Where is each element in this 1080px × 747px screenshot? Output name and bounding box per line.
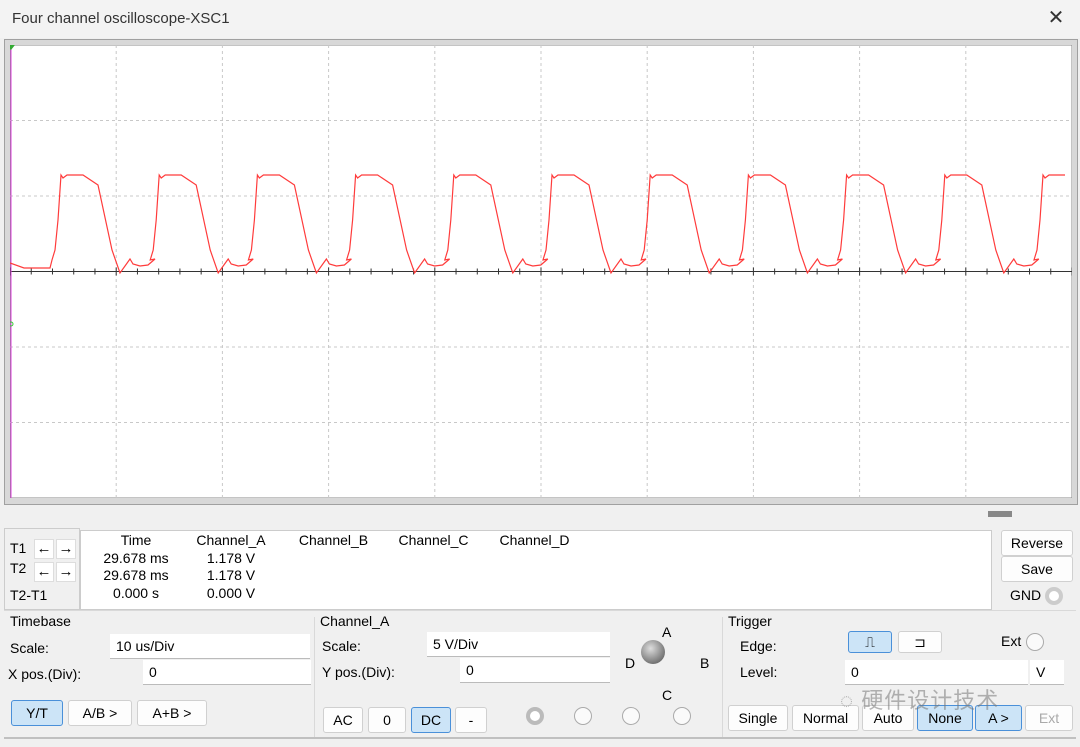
- trigger-auto-button[interactable]: Auto: [862, 705, 914, 731]
- trigger-source-a-button[interactable]: A >: [975, 705, 1022, 731]
- close-icon[interactable]: ✕: [1047, 7, 1065, 29]
- t1-right-arrow-icon[interactable]: →: [56, 539, 76, 559]
- level-unit: V: [1030, 660, 1064, 685]
- knob-label-d: D: [625, 655, 636, 671]
- diff-channel-a: 0.000 V: [206, 584, 256, 601]
- ext-trigger-label: Ext: [1001, 633, 1022, 649]
- channel-c-terminal[interactable]: [622, 707, 640, 725]
- scope-screen[interactable]: [10, 45, 1072, 498]
- header-channel-b: Channel_B: [298, 532, 369, 548]
- reverse-button[interactable]: Reverse: [1001, 530, 1073, 556]
- t1-left-arrow-icon[interactable]: ←: [34, 539, 54, 559]
- t1-time: 29.678 ms: [103, 549, 169, 566]
- cursor-marker-icon: [10, 45, 15, 50]
- gnd-terminal[interactable]: [1045, 587, 1063, 605]
- readout-channel-a-column: Channel_A 1.178 V 1.178 V 0.000 V: [191, 532, 271, 602]
- measurement-readout: Time 29.678 ms 29.678 ms 0.000 s Channel…: [80, 530, 992, 610]
- watermark: ◌ 硬件设计技术: [840, 688, 1000, 713]
- falling-edge-icon[interactable]: ⊐: [898, 631, 942, 653]
- timebase-scale-field[interactable]: 10 us/Div: [110, 634, 310, 659]
- header-time: Time: [120, 532, 152, 548]
- coupling-ac-button[interactable]: AC: [323, 707, 363, 733]
- save-button[interactable]: Save: [1001, 556, 1073, 582]
- title-bar: Four channel oscilloscope-XSC1 ✕: [0, 0, 1080, 38]
- t2-time: 29.678 ms: [103, 567, 169, 583]
- edge-label: Edge:: [740, 638, 777, 654]
- horizontal-scrollbar-thumb[interactable]: [988, 511, 1012, 517]
- y-pos-label: Y pos.(Div):: [322, 664, 395, 680]
- trigger-title: Trigger: [728, 613, 772, 629]
- mode-yt-button[interactable]: Y/T: [11, 700, 63, 726]
- x-pos-label: X pos.(Div):: [8, 666, 82, 682]
- channel-b-terminal[interactable]: [574, 707, 592, 725]
- channel-title: Channel_A: [320, 613, 390, 629]
- readout-time-column: Time 29.678 ms 29.678 ms 0.000 s: [91, 532, 181, 602]
- trigger-ext-button[interactable]: Ext: [1025, 705, 1073, 731]
- t1-label: T1: [10, 540, 27, 556]
- coupling-dc-button[interactable]: DC: [411, 707, 451, 733]
- t2-left-arrow-icon[interactable]: ←: [34, 562, 54, 582]
- knob-label-a: A: [662, 624, 672, 640]
- channel-a-terminal[interactable]: [526, 707, 544, 725]
- channel-scale-label: Scale:: [322, 638, 361, 654]
- window-title: Four channel oscilloscope-XSC1: [12, 10, 230, 27]
- x-pos-field[interactable]: 0: [143, 660, 311, 685]
- t2-t1-label: T2-T1: [10, 587, 48, 603]
- trigger-normal-button[interactable]: Normal: [792, 705, 859, 731]
- channel-scale-field[interactable]: 5 V/Div: [427, 632, 610, 657]
- t2-channel-a: 1.178 V: [206, 567, 256, 583]
- timebase-scale-label: Scale:: [10, 640, 49, 656]
- coupling-minus-button[interactable]: -: [455, 707, 487, 733]
- channel-a-trace: [10, 173, 1065, 275]
- t2-label: T2: [10, 560, 27, 576]
- knob-label-c: C: [662, 687, 673, 703]
- level-field[interactable]: 0: [845, 660, 1028, 685]
- mode-a-plus-b-button[interactable]: A+B >: [137, 700, 207, 726]
- header-channel-d: Channel_D: [499, 532, 570, 548]
- channel-d-terminal[interactable]: [673, 707, 691, 725]
- header-channel-c: Channel_C: [398, 532, 469, 548]
- trigger-single-button[interactable]: Single: [728, 705, 788, 731]
- gnd-label: GND: [1010, 587, 1042, 603]
- timebase-title: Timebase: [10, 613, 71, 629]
- watermark-text: 硬件设计技术: [861, 688, 1000, 713]
- y-pos-field[interactable]: 0: [460, 658, 610, 683]
- knob-label-b: B: [700, 655, 710, 671]
- channel-selector-knob[interactable]: [641, 640, 665, 664]
- rising-edge-icon[interactable]: ⎍: [848, 631, 892, 653]
- ext-trigger-terminal[interactable]: [1026, 633, 1044, 651]
- trigger-none-button[interactable]: None: [917, 705, 973, 731]
- level-label: Level:: [740, 664, 778, 680]
- coupling-zero-button[interactable]: 0: [368, 707, 406, 733]
- channel-a-marker-icon: [10, 321, 14, 327]
- t2-right-arrow-icon[interactable]: →: [56, 562, 76, 582]
- t1-channel-a: 1.178 V: [206, 549, 256, 566]
- mode-ab-button[interactable]: A/B >: [68, 700, 132, 726]
- diff-time: 0.000 s: [113, 584, 159, 601]
- header-channel-a: Channel_A: [196, 532, 266, 548]
